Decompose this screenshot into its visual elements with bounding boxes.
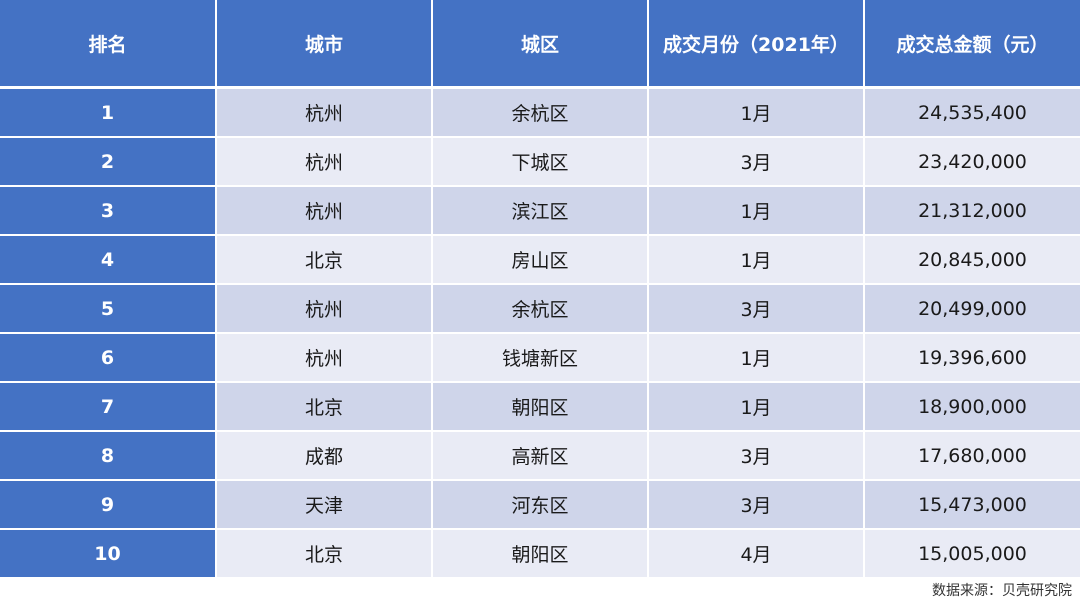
- month-cell: 3月: [648, 480, 865, 530]
- rank-cell: 10: [0, 529, 217, 579]
- amount-cell: 21,312,000: [864, 186, 1080, 236]
- month-cell: 3月: [648, 431, 865, 481]
- amount-cell: 15,005,000: [864, 529, 1080, 579]
- month-cell: 3月: [648, 284, 865, 334]
- table-header: 排名 城市 城区 成交月份（2021年） 成交总金额（元）: [0, 0, 1080, 89]
- table-row: 2 杭州 下城区 3月 23,420,000: [0, 137, 1080, 187]
- city-cell: 杭州: [216, 333, 433, 383]
- amount-cell: 20,845,000: [864, 235, 1080, 285]
- header-month: 成交月份（2021年）: [648, 0, 865, 89]
- table-row: 3 杭州 滨江区 1月 21,312,000: [0, 186, 1080, 236]
- rank-cell: 2: [0, 137, 217, 187]
- table-row: 4 北京 房山区 1月 20,845,000: [0, 235, 1080, 285]
- month-cell: 1月: [648, 87, 865, 138]
- header-city: 城市: [216, 0, 433, 89]
- city-cell: 北京: [216, 529, 433, 579]
- district-cell: 滨江区: [432, 186, 649, 236]
- city-cell: 北京: [216, 235, 433, 285]
- table-row: 9 天津 河东区 3月 15,473,000: [0, 480, 1080, 530]
- amount-cell: 19,396,600: [864, 333, 1080, 383]
- header-rank: 排名: [0, 0, 217, 89]
- table-body: 1 杭州 余杭区 1月 24,535,400 2 杭州 下城区 3月 23,42…: [0, 87, 1080, 579]
- table-row: 8 成都 高新区 3月 17,680,000: [0, 431, 1080, 481]
- city-cell: 天津: [216, 480, 433, 530]
- table-row: 1 杭州 余杭区 1月 24,535,400: [0, 87, 1080, 138]
- data-source-note: 数据来源：贝壳研究院: [932, 583, 1072, 599]
- district-cell: 房山区: [432, 235, 649, 285]
- header-row: 排名 城市 城区 成交月份（2021年） 成交总金额（元）: [0, 0, 1080, 89]
- month-cell: 1月: [648, 186, 865, 236]
- month-cell: 3月: [648, 137, 865, 187]
- rank-cell: 5: [0, 284, 217, 334]
- amount-cell: 17,680,000: [864, 431, 1080, 481]
- month-cell: 1月: [648, 382, 865, 432]
- city-cell: 杭州: [216, 137, 433, 187]
- table-row: 6 杭州 钱塘新区 1月 19,396,600: [0, 333, 1080, 383]
- table-row: 10 北京 朝阳区 4月 15,005,000: [0, 529, 1080, 579]
- ranking-table: 排名 城市 城区 成交月份（2021年） 成交总金额（元） 1 杭州 余杭区 1…: [0, 0, 1080, 579]
- header-total-amount: 成交总金额（元）: [864, 0, 1080, 89]
- rank-cell: 7: [0, 382, 217, 432]
- district-cell: 钱塘新区: [432, 333, 649, 383]
- amount-cell: 18,900,000: [864, 382, 1080, 432]
- rank-cell: 4: [0, 235, 217, 285]
- city-cell: 成都: [216, 431, 433, 481]
- header-district: 城区: [432, 0, 649, 89]
- city-cell: 杭州: [216, 186, 433, 236]
- district-cell: 高新区: [432, 431, 649, 481]
- rank-cell: 3: [0, 186, 217, 236]
- table-row: 5 杭州 余杭区 3月 20,499,000: [0, 284, 1080, 334]
- city-cell: 杭州: [216, 284, 433, 334]
- district-cell: 朝阳区: [432, 529, 649, 579]
- district-cell: 朝阳区: [432, 382, 649, 432]
- city-cell: 杭州: [216, 87, 433, 138]
- table-row: 7 北京 朝阳区 1月 18,900,000: [0, 382, 1080, 432]
- month-cell: 1月: [648, 333, 865, 383]
- amount-cell: 20,499,000: [864, 284, 1080, 334]
- rank-cell: 8: [0, 431, 217, 481]
- month-cell: 1月: [648, 235, 865, 285]
- month-cell: 4月: [648, 529, 865, 579]
- district-cell: 河东区: [432, 480, 649, 530]
- rank-cell: 9: [0, 480, 217, 530]
- district-cell: 余杭区: [432, 284, 649, 334]
- amount-cell: 23,420,000: [864, 137, 1080, 187]
- amount-cell: 15,473,000: [864, 480, 1080, 530]
- rank-cell: 1: [0, 87, 217, 138]
- city-cell: 北京: [216, 382, 433, 432]
- rank-cell: 6: [0, 333, 217, 383]
- district-cell: 下城区: [432, 137, 649, 187]
- amount-cell: 24,535,400: [864, 87, 1080, 138]
- district-cell: 余杭区: [432, 87, 649, 138]
